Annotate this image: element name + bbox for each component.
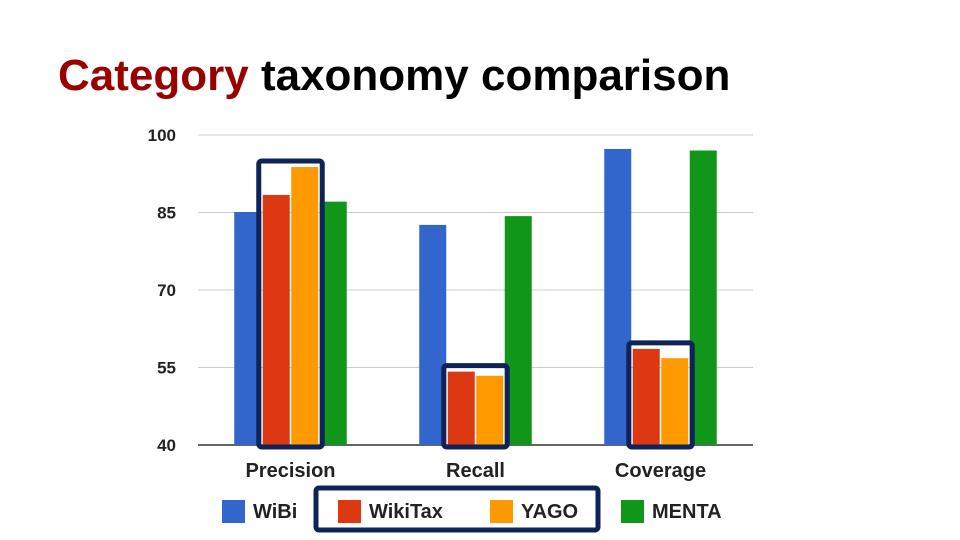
slide-title: Category taxonomy comparison (58, 50, 730, 102)
x-axis-categories: Precision Recall Coverage (245, 460, 706, 482)
y-tick-label: 100 (148, 126, 176, 145)
highlight-box-coverage (626, 340, 695, 450)
bar-yago-precision (291, 167, 319, 446)
legend-swatch-yago (490, 500, 513, 523)
legend-label-yago: YAGO (521, 501, 578, 523)
legend: WiBi WikiTax YAGO MENTA (222, 485, 722, 533)
legend-label-menta: MENTA (652, 501, 722, 523)
bars (234, 148, 717, 446)
legend-swatch-wikitax (338, 500, 361, 523)
legend-label-wibi: WiBi (253, 501, 297, 523)
y-tick-label: 85 (157, 204, 176, 223)
highlight-boxes (256, 158, 695, 450)
bar-wikitax-coverage (632, 348, 660, 445)
legend-highlight-box (313, 485, 601, 533)
x-category-label: Coverage (615, 460, 706, 482)
y-tick-label: 70 (157, 281, 176, 300)
y-tick-label: 40 (157, 436, 176, 455)
bar-yago-coverage (661, 358, 689, 445)
y-axis-ticks: 40 55 70 85 100 (148, 126, 176, 455)
highlight-box-recall (441, 363, 510, 450)
bar-yago-recall (476, 375, 504, 445)
slide-title-accent: Category (58, 51, 249, 100)
x-category-label: Recall (446, 460, 505, 482)
legend-swatch-wibi (222, 500, 245, 523)
x-category-label: Precision (245, 460, 335, 482)
slide-title-rest: taxonomy comparison (248, 51, 731, 100)
highlight-box-precision (256, 158, 325, 450)
legend-swatch-menta (621, 500, 644, 523)
y-tick-label: 55 (157, 359, 176, 378)
bar-wikitax-precision (262, 194, 290, 445)
bar-wikitax-recall (447, 371, 475, 445)
legend-label-wikitax: WikiTax (369, 501, 443, 523)
